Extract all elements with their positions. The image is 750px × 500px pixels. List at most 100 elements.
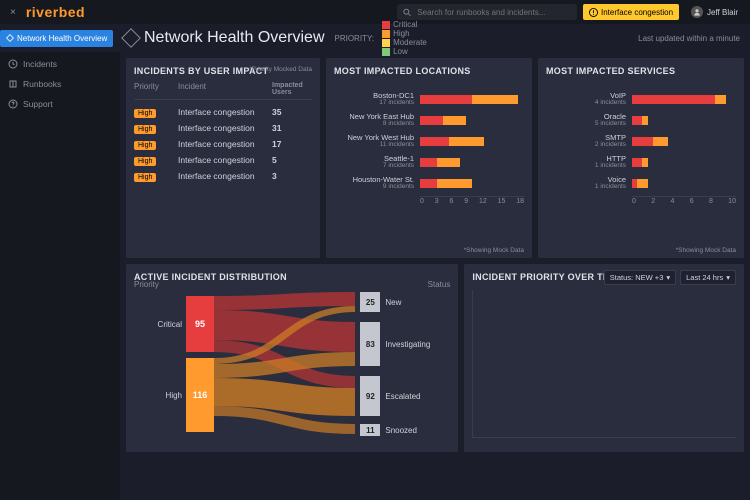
panel-title: ACTIVE INCIDENT DISTRIBUTION bbox=[134, 272, 450, 282]
nav-pill-active[interactable]: Network Health Overview bbox=[0, 30, 113, 47]
sidebar: IncidentsRunbooksSupport bbox=[0, 52, 120, 500]
panel-title: MOST IMPACTED LOCATIONS bbox=[334, 66, 524, 76]
incident-name: Interface congestion bbox=[178, 123, 272, 133]
mock-note: *Priority Mocked Data bbox=[249, 66, 312, 73]
impacted-users: 3 bbox=[272, 171, 312, 181]
bar-segment-a bbox=[420, 137, 449, 146]
axis-tick: 15 bbox=[498, 198, 506, 205]
sankey-panel: ACTIVE INCIDENT DISTRIBUTION Priority St… bbox=[126, 264, 458, 452]
sankey-target-label: New bbox=[380, 298, 430, 307]
bar-segment-b bbox=[449, 137, 484, 146]
sankey-source-value: 116 bbox=[186, 358, 214, 432]
sankey-target[interactable]: 25New bbox=[360, 292, 430, 312]
col-incident: Incident bbox=[178, 82, 272, 96]
nav-pill-label: Network Health Overview bbox=[17, 34, 107, 43]
axis-tick: 18 bbox=[516, 198, 524, 205]
table-row[interactable]: High Interface congestion31 bbox=[134, 120, 312, 136]
table-row[interactable]: HighInterface congestion17 bbox=[134, 136, 312, 152]
title-bar: Network Health Overview Network Health O… bbox=[0, 24, 750, 52]
axis-tick: 4 bbox=[670, 198, 674, 205]
search-box[interactable] bbox=[397, 4, 577, 20]
chart-row: Houston-Water St.9 incidents bbox=[334, 175, 524, 191]
bar-label: Voice1 incidents bbox=[546, 176, 632, 190]
range-dropdown-label: Last 24 hrs bbox=[686, 273, 723, 282]
priority-label: PRIORITY: bbox=[335, 34, 375, 43]
sidebar-item-support[interactable]: Support bbox=[0, 94, 120, 114]
alert-badge[interactable]: Interface congestion bbox=[583, 4, 679, 20]
bar-segment-b bbox=[715, 95, 725, 104]
sankey-links bbox=[214, 288, 355, 438]
panel-title: MOST IMPACTED SERVICES bbox=[546, 66, 736, 76]
sankey-source[interactable]: High116 bbox=[154, 358, 214, 432]
col-priority: Priority bbox=[134, 82, 178, 96]
sankey-right-header: Status bbox=[428, 280, 451, 289]
bar-label: New York East Hub8 incidents bbox=[334, 113, 420, 127]
sankey-left-header: Priority bbox=[134, 280, 159, 289]
range-dropdown[interactable]: Last 24 hrs▾ bbox=[680, 270, 736, 285]
bar-segment-b bbox=[653, 137, 669, 146]
bar-segment-a bbox=[420, 116, 443, 125]
diamond-icon bbox=[6, 34, 14, 42]
sankey-target-label: Snoozed bbox=[380, 426, 430, 435]
sankey-target[interactable]: 92Escalated bbox=[360, 376, 430, 416]
axis-tick: 10 bbox=[728, 198, 736, 205]
axis-tick: 9 bbox=[464, 198, 468, 205]
incident-name: Interface congestion bbox=[178, 107, 272, 117]
chart-row: Boston-DC117 incidents bbox=[334, 91, 524, 107]
sankey-target[interactable]: 83Investigating bbox=[360, 322, 430, 366]
priority-swatch bbox=[382, 21, 390, 29]
status-dropdown[interactable]: Status: NEW +3▾ bbox=[604, 270, 676, 285]
sankey-source[interactable]: Critical95 bbox=[154, 296, 214, 352]
priority-item[interactable]: High bbox=[382, 29, 427, 38]
sidebar-item-runbooks[interactable]: Runbooks bbox=[0, 74, 120, 94]
bar-segment-a bbox=[420, 179, 437, 188]
table-row[interactable]: HighInterface congestion35 bbox=[134, 104, 312, 120]
page-title: Network Health Overview bbox=[144, 29, 325, 47]
bar-segment-b bbox=[637, 179, 647, 188]
table-row[interactable]: HighInterface congestion5 bbox=[134, 152, 312, 168]
bar-label: SMTP2 incidents bbox=[546, 134, 632, 148]
brand-logo: riverbed bbox=[26, 4, 85, 20]
axis-tick: 2 bbox=[651, 198, 655, 205]
priority-name: Moderate bbox=[393, 38, 427, 47]
sankey-target[interactable]: 11Snoozed bbox=[360, 424, 430, 436]
clock-icon bbox=[8, 59, 18, 69]
priority-name: High bbox=[393, 29, 409, 38]
impacted-users: 5 bbox=[272, 155, 312, 165]
search-input[interactable] bbox=[415, 7, 571, 18]
help-icon bbox=[8, 99, 18, 109]
page-title-icon bbox=[121, 28, 141, 48]
impacted-users: 17 bbox=[272, 139, 312, 149]
chevron-down-icon: ▾ bbox=[726, 273, 730, 282]
bar-label: Oracle5 incidents bbox=[546, 113, 632, 127]
bar-segment-b bbox=[443, 116, 466, 125]
user-menu[interactable]: Jeff Blair bbox=[685, 4, 744, 20]
priority-tag: High bbox=[134, 109, 156, 118]
incident-name: Interface congestion bbox=[178, 139, 272, 149]
impacted-users: 31 bbox=[272, 123, 312, 133]
chart-row: SMTP2 incidents bbox=[546, 133, 736, 149]
sankey-target-label: Investigating bbox=[380, 340, 430, 349]
last-updated: Last updated within a minute bbox=[638, 34, 750, 43]
table-row[interactable]: HighInterface congestion3 bbox=[134, 168, 312, 184]
bar-segment-b bbox=[437, 179, 472, 188]
sankey-target-value: 25 bbox=[360, 292, 380, 312]
priority-tag: High bbox=[134, 125, 156, 134]
book-icon bbox=[8, 79, 18, 89]
sidebar-item-incidents[interactable]: Incidents bbox=[0, 54, 120, 74]
sankey-source-label: Critical bbox=[154, 320, 186, 329]
mock-note: *Showing Mock Data bbox=[464, 247, 524, 254]
axis-tick: 6 bbox=[449, 198, 453, 205]
sankey-source-value: 95 bbox=[186, 296, 214, 352]
search-icon bbox=[403, 8, 411, 17]
priority-item[interactable]: Moderate bbox=[382, 38, 427, 47]
sankey-target-value: 11 bbox=[360, 424, 380, 436]
bar-label: HTTP1 incidents bbox=[546, 155, 632, 169]
col-users: Impacted Users bbox=[272, 82, 312, 96]
priority-item[interactable]: Critical bbox=[382, 20, 427, 29]
bar-segment-b bbox=[642, 158, 647, 167]
priority-name: Critical bbox=[393, 20, 417, 29]
sankey-target-value: 83 bbox=[360, 322, 380, 366]
close-icon[interactable]: × bbox=[6, 7, 20, 18]
x-axis: 0246810 bbox=[632, 196, 736, 205]
